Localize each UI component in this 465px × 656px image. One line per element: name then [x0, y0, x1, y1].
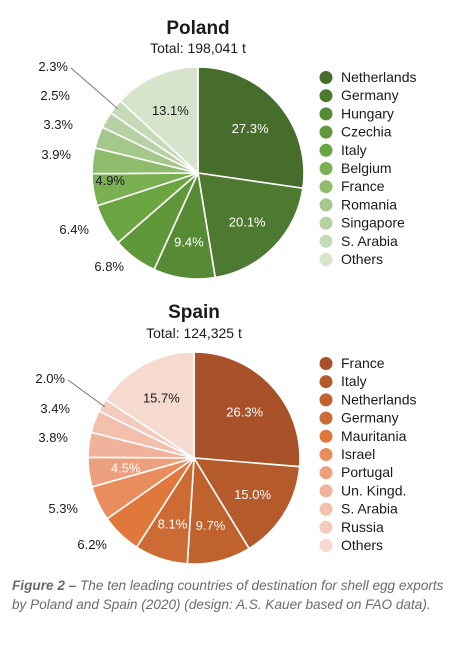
data-label: 9.4%: [174, 234, 204, 249]
legend-label: Romania: [341, 196, 397, 212]
legend-label: Germany: [341, 87, 399, 103]
legend-marker: [319, 429, 333, 443]
legend-marker: [319, 520, 333, 534]
legend-marker: [319, 448, 333, 461]
legend-label: Un. Kingd.: [341, 482, 406, 498]
legend-label: Singapore: [341, 215, 405, 231]
legend-marker: [319, 71, 333, 84]
legend-marker: [319, 502, 333, 516]
data-label: 20.1%: [229, 214, 266, 229]
legend-label: Others: [341, 251, 383, 267]
figure-caption: Figure 2 – The ten leading countries of …: [12, 576, 457, 614]
legend-label: France: [341, 178, 385, 194]
chart-subtitle: Total: 198,041 t: [150, 40, 246, 56]
legend-marker: [319, 216, 333, 230]
data-label: 2.5%: [40, 88, 70, 103]
legend-marker: [319, 393, 333, 407]
pie-slice-others: [104, 351, 195, 460]
pie-slice-france: [193, 351, 301, 468]
data-label: 5.3%: [48, 501, 78, 516]
data-label: 27.3%: [232, 121, 269, 136]
data-label: 2.0%: [35, 371, 65, 386]
caption-label: Figure 2 –: [12, 578, 77, 593]
legend-marker: [319, 198, 333, 212]
legend-marker: [319, 107, 333, 121]
legend-label: Italy: [341, 142, 367, 158]
legend-label: Portugal: [341, 464, 393, 480]
legend-label: Germany: [341, 410, 399, 426]
data-label: 15.7%: [143, 390, 180, 405]
legend-label: S. Arabia: [341, 233, 398, 249]
data-label: 2.3%: [38, 59, 68, 74]
data-label: 3.9%: [41, 147, 71, 162]
pie-slice-germany: [197, 172, 304, 279]
legend-marker: [319, 411, 333, 425]
leader-line: [70, 67, 119, 110]
data-label: 4.5%: [111, 460, 141, 475]
legend-label: Italy: [341, 373, 367, 389]
legend-label: Netherlands: [341, 69, 417, 85]
pie-slice-netherlands: [197, 66, 305, 190]
data-label: 3.4%: [40, 401, 70, 416]
legend-label: S. Arabia: [341, 501, 398, 517]
chart-title: Spain: [168, 302, 220, 323]
data-label: 15.0%: [234, 487, 271, 502]
legend-label: Czechia: [341, 124, 392, 140]
chart-subtitle: Total: 124,325 t: [146, 325, 242, 341]
data-label: 3.3%: [43, 117, 73, 132]
legend-label: Israel: [341, 446, 375, 462]
legend-marker: [319, 466, 333, 480]
pie-chart-spain: Spain Total: 124,325 t 26.3% 15.0% 9.7% 8.1% 6…: [35, 302, 417, 565]
chart-title: Poland: [166, 18, 229, 39]
data-label: 3.8%: [38, 430, 68, 445]
legend-marker: [319, 357, 333, 370]
caption-text: The ten leading countries of destination…: [12, 578, 444, 612]
data-label: 6.2%: [77, 537, 107, 552]
legend-label: Hungary: [341, 105, 394, 121]
legend-marker: [319, 484, 333, 498]
pie-slice-others: [119, 66, 199, 175]
legend-marker: [319, 180, 333, 194]
legend-marker: [319, 143, 333, 157]
data-label: 26.3%: [226, 404, 263, 419]
data-label: 9.7%: [196, 518, 226, 533]
legend-marker: [319, 234, 333, 248]
legend-marker: [319, 125, 333, 139]
leader-line: [67, 379, 106, 408]
pie-slice-italy: [192, 457, 301, 550]
legend-label: Netherlands: [341, 391, 417, 407]
legend-label: Belgium: [341, 160, 392, 176]
data-label: 6.8%: [94, 259, 124, 274]
data-label: 13.1%: [152, 103, 189, 118]
legend-label: Russia: [341, 519, 384, 535]
legend-label: Others: [341, 537, 383, 553]
data-label: 4.9%: [95, 173, 125, 188]
legend-marker: [319, 375, 333, 389]
data-label: 6.4%: [59, 222, 89, 237]
legend-label: Mauritania: [341, 428, 407, 444]
data-label: 8.1%: [158, 517, 188, 532]
legend-marker: [319, 539, 333, 552]
legend-marker: [319, 253, 333, 266]
legend-marker: [319, 89, 333, 103]
legend-label: France: [341, 355, 385, 371]
legend-marker: [319, 162, 333, 175]
